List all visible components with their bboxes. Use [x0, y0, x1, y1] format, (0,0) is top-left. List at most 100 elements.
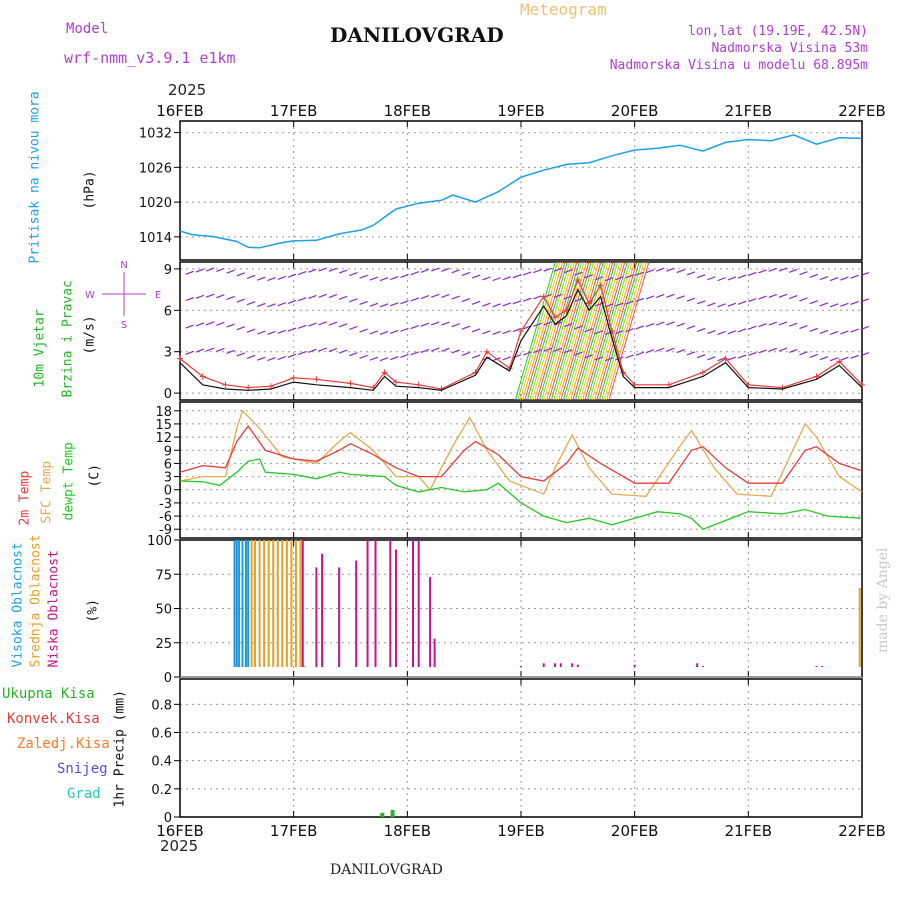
y-tick-label: 6 [164, 304, 172, 319]
wind-barb [737, 300, 747, 305]
date-label-bottom: 22FEB [838, 822, 885, 840]
precip-conv-label: Konvek.Kisa [7, 711, 100, 727]
wind-barb [349, 352, 358, 357]
wind-barb [277, 275, 286, 281]
wind-barb [799, 297, 808, 302]
wind-barb [471, 274, 481, 279]
wind-barb [758, 295, 767, 300]
wind-barb [778, 293, 788, 298]
cloud-bar [355, 560, 358, 667]
wind-barb [410, 271, 419, 276]
wind-barb [246, 354, 256, 360]
wind-barb [625, 300, 634, 305]
wind-hatch-line [562, 261, 604, 401]
wind-barb [809, 300, 818, 305]
cloud-bar [554, 663, 557, 667]
wind-barb [430, 347, 440, 352]
gust-marker [518, 328, 524, 334]
t2m-line [179, 424, 863, 484]
precip-snow-label: Snijeg [57, 761, 108, 777]
wind-barb [819, 302, 829, 307]
wind-barb [257, 276, 266, 281]
wind-barb [645, 269, 655, 274]
gust-marker [347, 380, 354, 387]
y-tick-label: 1026 [139, 161, 172, 176]
wind-barb [277, 355, 286, 361]
wind-barb [205, 293, 215, 298]
wind-barb [236, 326, 246, 331]
wind-barb [523, 297, 532, 302]
wind-barb [287, 273, 297, 278]
cloud-bar [254, 540, 257, 667]
wind-barb [819, 356, 829, 361]
footer-station: DANILOVGRAD [330, 862, 443, 878]
cloud-bar [290, 540, 293, 667]
wind-barb [195, 294, 205, 299]
cloud-bar [394, 549, 397, 667]
wind-barb [195, 268, 205, 273]
cloud-bar [241, 540, 244, 667]
date-label-top: 16FEB [156, 102, 203, 120]
wind-barb [277, 302, 286, 307]
wind-barb [727, 276, 737, 281]
wind-barb [205, 347, 215, 352]
wind-barb [809, 327, 818, 332]
wind-barb [502, 330, 512, 335]
wind-barb [308, 322, 317, 327]
wind-barb [860, 272, 870, 277]
cloud-bar [542, 663, 545, 667]
date-label-top: 18FEB [384, 102, 431, 120]
pressure-line [179, 134, 863, 249]
wind-hatch-line [560, 261, 602, 401]
wind-barb [441, 347, 450, 352]
wind-barb [707, 356, 716, 361]
wind-barb [840, 330, 849, 335]
date-label-bottom: 16FEB [156, 822, 203, 840]
model-elevation-label: Nadmorska Visina u modelu 68.895m [609, 58, 868, 73]
wind-hatch-line [550, 261, 592, 401]
panel-frame [179, 120, 863, 261]
gust-marker [552, 314, 559, 321]
wind-barb [390, 302, 399, 307]
wind-barb [686, 351, 696, 356]
wind-barb [318, 267, 327, 272]
wind-barb [369, 356, 379, 361]
wind-barb [625, 274, 634, 279]
wind-barb [420, 295, 430, 300]
wind-barb [226, 269, 235, 274]
wind-barb [533, 268, 542, 274]
wind-barb [328, 267, 338, 272]
wind-barb [369, 302, 379, 307]
wind-barb [349, 298, 358, 303]
cloud-bar [301, 540, 304, 667]
cloud-bar [281, 540, 284, 667]
cloud-bar [315, 567, 318, 667]
y-tick-label: 6 [164, 457, 172, 472]
wind-barb [829, 303, 839, 308]
wind-barb [574, 297, 583, 302]
wind-barb [277, 329, 286, 334]
wind-barb [584, 328, 593, 333]
wind-barb [563, 349, 573, 354]
wind-barb [778, 321, 788, 326]
wind-barb [359, 274, 368, 279]
date-label-bottom: 17FEB [270, 822, 317, 840]
cloud-bar [520, 666, 522, 667]
wind-hatch-line [586, 261, 628, 401]
wind-barb [748, 351, 757, 356]
wind-barb [369, 330, 379, 335]
y-tick-label: 0 [164, 811, 172, 826]
wind-barb [696, 354, 706, 359]
date-label-top: 17FEB [270, 102, 317, 120]
wind-barb [594, 330, 604, 335]
wind-barb [707, 330, 716, 335]
cloud-bar [285, 540, 288, 667]
wind-barb [216, 294, 225, 299]
wind-barb [338, 349, 348, 354]
wind-barb [492, 277, 501, 282]
wind-barb [758, 269, 767, 274]
wind-barb [717, 330, 726, 336]
wind-barb [420, 322, 430, 327]
wind-barb [400, 353, 409, 359]
wind-barb [379, 330, 389, 335]
